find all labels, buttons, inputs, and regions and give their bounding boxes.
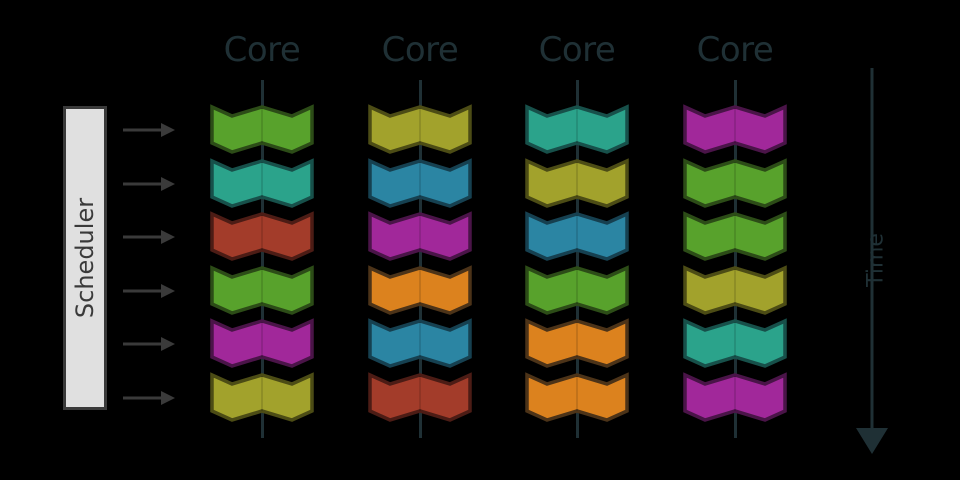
task-block-teal — [210, 157, 314, 211]
task-block-green — [525, 264, 629, 318]
core-label: Core — [696, 30, 774, 70]
scheduler-label: Scheduler — [71, 197, 99, 319]
core-label: Core — [381, 30, 459, 70]
arrow-right-icon — [123, 284, 175, 298]
task-block-magenta — [683, 103, 787, 157]
arrow-right-icon — [123, 391, 175, 405]
task-block-blue — [368, 317, 472, 371]
task-block-green — [210, 264, 314, 318]
arrow-right-icon — [123, 123, 175, 137]
task-block-orange — [525, 317, 629, 371]
time-label: Time — [863, 233, 889, 287]
core-timeline — [734, 80, 737, 438]
core-label: Core — [223, 30, 301, 70]
arrow-right-icon — [123, 230, 175, 244]
task-block-olive — [368, 103, 472, 157]
arrow-right-icon — [123, 337, 175, 351]
task-block-magenta — [683, 371, 787, 425]
task-block-orange — [525, 371, 629, 425]
task-block-teal — [683, 317, 787, 371]
task-block-magenta — [368, 210, 472, 264]
core-timeline — [576, 80, 579, 438]
task-block-blue — [368, 157, 472, 211]
task-block-red — [368, 371, 472, 425]
arrow-right-icon — [123, 177, 175, 191]
task-block-green — [683, 210, 787, 264]
task-block-green — [210, 103, 314, 157]
task-block-olive — [683, 264, 787, 318]
core-timeline — [261, 80, 264, 438]
scheduler-box: Scheduler — [63, 106, 107, 410]
task-block-red — [210, 210, 314, 264]
core-label: Core — [538, 30, 616, 70]
task-block-orange — [368, 264, 472, 318]
task-block-olive — [525, 157, 629, 211]
task-block-teal — [525, 103, 629, 157]
core-timeline — [419, 80, 422, 438]
task-block-magenta — [210, 317, 314, 371]
task-block-blue — [525, 210, 629, 264]
task-block-olive — [210, 371, 314, 425]
time-arrow-icon — [856, 68, 888, 454]
task-block-green — [683, 157, 787, 211]
